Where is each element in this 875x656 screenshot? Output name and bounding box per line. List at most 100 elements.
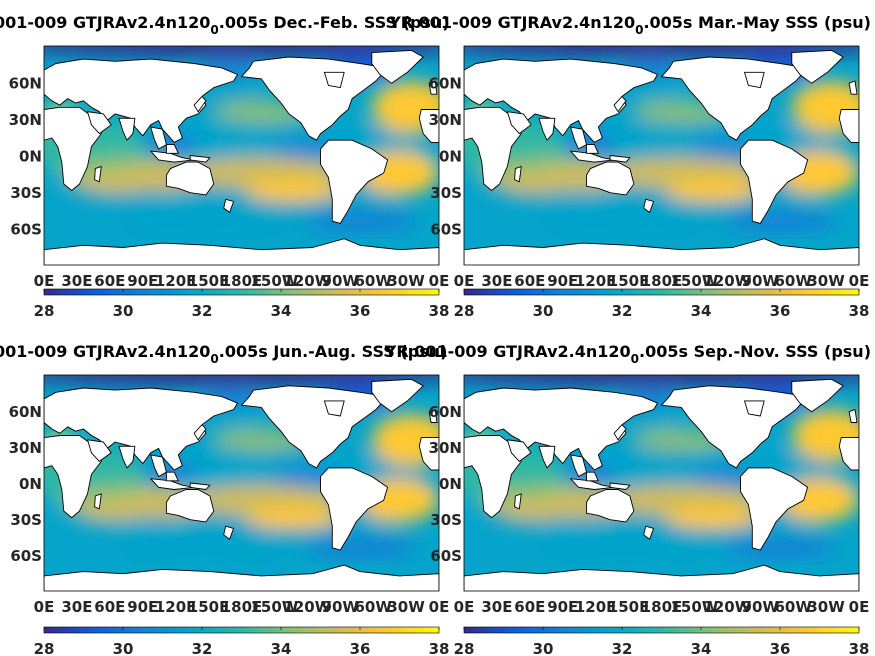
sss-blob [495, 170, 575, 193]
continent-madagascar [94, 493, 102, 510]
colorbar-tick-label: 32 [192, 302, 213, 320]
colorbar-tick-label: 36 [770, 640, 791, 656]
x-tick-label: 30E [61, 272, 92, 290]
x-tick-label: 150E [188, 272, 230, 290]
x-tick-label: 30W [387, 272, 425, 290]
sss-blob [123, 539, 281, 566]
sss-blob [543, 539, 701, 566]
colorbar-tick-label: 32 [612, 640, 633, 656]
x-tick-label: 180E [641, 598, 683, 616]
continent-greenland [791, 49, 844, 84]
sss-field [464, 46, 859, 265]
x-tick-label: 0E [34, 598, 55, 616]
x-tick-label: 30W [387, 598, 425, 616]
continent-india [118, 445, 136, 469]
x-tick-label: 30E [61, 598, 92, 616]
colorbar-tick-label: 34 [691, 302, 712, 320]
x-tick-label: 120W [283, 598, 331, 616]
continent-eurasia [464, 58, 658, 143]
x-tick-label: 120W [283, 272, 331, 290]
map-panel: 60N 30N 0N 30S 60S 0E 30E 60E 90E120E150E180E150… [9, 374, 450, 616]
colorbar-tick-label: 30 [113, 640, 134, 656]
x-tick-label: 0E [454, 598, 475, 616]
continent-australia [165, 489, 215, 523]
y-tick-label: 60N [9, 403, 42, 421]
y-tick-label: 30N [9, 111, 42, 129]
colorbar-tick-label: 38 [429, 640, 450, 656]
x-tick-label: 60W [354, 598, 392, 616]
y-tick-label: 30S [430, 184, 462, 202]
colorbar-tick-label: 30 [533, 640, 554, 656]
colorbar-tick-label: 28 [454, 302, 475, 320]
continent-arabia [506, 111, 532, 135]
colorbar-tick-label: 32 [612, 302, 633, 320]
x-tick-label: 0E [429, 598, 450, 616]
x-tick-label: 0E [849, 598, 870, 616]
colorbar-tick-label: 30 [113, 302, 134, 320]
continent-newguinea [189, 482, 211, 490]
x-tick-label: 150W [670, 598, 718, 616]
y-tick-label: 30N [429, 111, 462, 129]
map-panel: 60N 30N 0N 30S 60S 0E 30E 60E 90E120E150E180E150… [429, 374, 870, 616]
colorbar: 28 30 32 34 36 38 [34, 626, 450, 656]
sss-blob [464, 46, 859, 57]
x-tick-label: 90W [742, 272, 780, 290]
y-tick-label: 60N [9, 75, 42, 93]
x-tick-label: 60E [514, 598, 545, 616]
x-tick-label: 120W [703, 598, 751, 616]
continent-samerica [740, 467, 809, 551]
colorbar-tick-label: 30 [533, 302, 554, 320]
y-tick-label: 30S [10, 511, 42, 529]
sss-blob [44, 375, 439, 386]
continent-africaW [838, 437, 859, 471]
colorbar-tick-label: 38 [429, 302, 450, 320]
continent-madagascar [514, 165, 522, 183]
continent-seasia [150, 126, 167, 150]
sss-blob [304, 537, 416, 559]
continent-uk [848, 80, 858, 95]
x-tick-label: 150E [188, 598, 230, 616]
colorbar-tick-label: 32 [192, 640, 213, 656]
colorbar-tick-label: 36 [770, 302, 791, 320]
x-tick-label: 0E [429, 272, 450, 290]
continent-newguinea [189, 155, 211, 163]
sss-blob [123, 212, 281, 239]
continent-hudson [744, 71, 765, 89]
continent-arabia [506, 439, 532, 462]
x-tick-label: 60E [514, 272, 545, 290]
colorbar: 28 30 32 34 36 38 [34, 288, 450, 320]
x-tick-label: 0E [454, 272, 475, 290]
y-tick-label: 60S [430, 547, 462, 565]
x-tick-label: 60E [94, 598, 125, 616]
sss-blob [245, 179, 341, 202]
continent-eurasia [464, 387, 658, 471]
x-tick-label: 120W [703, 272, 751, 290]
sss-blob [44, 46, 439, 57]
x-tick-label: 90E [547, 598, 578, 616]
x-tick-label: 180E [221, 272, 263, 290]
continent-australia [586, 489, 635, 523]
continent-nz [223, 525, 235, 540]
continent-madagascar [94, 165, 102, 183]
continent-eurasia [44, 58, 238, 143]
panel-title: YR 001-009 GTJRAv2.4n1200.005s Mar.-May … [388, 13, 871, 37]
colorbar-tick-label: 36 [350, 640, 371, 656]
x-tick-label: 150E [608, 598, 650, 616]
sss-blob [75, 170, 155, 193]
colorbar-tick-label: 34 [271, 640, 292, 656]
continent-india [538, 445, 556, 469]
sss-blob [724, 537, 836, 559]
continent-eurasia [44, 387, 238, 471]
continent-hudson [323, 71, 345, 89]
sss-blob [464, 375, 859, 386]
sss-blob [665, 506, 761, 529]
sss-blob [665, 179, 761, 202]
continent-newguinea [609, 155, 631, 163]
continent-samerica [320, 139, 389, 224]
colorbar-tick-label: 28 [34, 640, 55, 656]
y-tick-label: 60N [429, 403, 462, 421]
continent-borneo [586, 144, 599, 154]
x-tick-label: 150E [608, 272, 650, 290]
